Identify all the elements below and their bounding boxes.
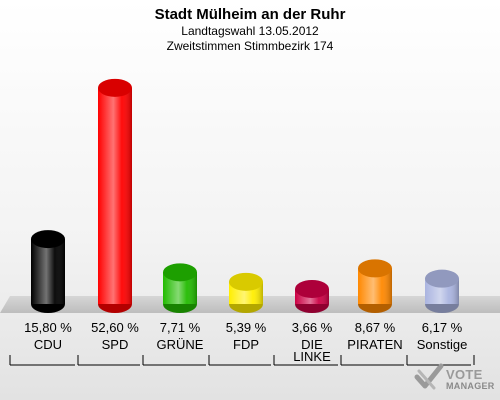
bar-grüne <box>163 263 197 313</box>
category-label: PIRATEN <box>347 337 402 352</box>
category-label: DIE <box>301 337 323 352</box>
bars-group <box>31 78 459 313</box>
checkmark-logo-icon <box>414 363 444 390</box>
axis-separators-group <box>9 355 475 366</box>
category-label: GRÜNE <box>157 337 204 352</box>
chart-title: Stadt Mülheim an der Ruhr <box>154 6 346 23</box>
bar-cdu <box>31 230 65 313</box>
bar-sonstige <box>425 269 459 313</box>
value-label: 7,71 % <box>160 320 201 335</box>
value-label: 6,17 % <box>422 320 463 335</box>
value-label: 15,80 % <box>24 320 72 335</box>
chart-subtitle-election: Landtagswahl 13.05.2012 <box>181 24 319 38</box>
bar-cap <box>229 272 263 291</box>
vote-manager-logo: VOTE MANAGER <box>414 362 495 394</box>
logo-text-vote: VOTE <box>446 367 483 382</box>
category-label: FDP <box>233 337 259 352</box>
bar-spd <box>98 78 132 313</box>
value-label: 52,60 % <box>91 320 139 335</box>
chart-header: Stadt Mülheim an der Ruhr Landtagswahl 1… <box>0 0 500 54</box>
value-label: 3,66 % <box>292 320 333 335</box>
bar-piraten <box>358 259 392 313</box>
bar-cap <box>295 279 329 298</box>
bar-shine <box>98 87 132 304</box>
category-label: Sonstige <box>417 337 468 352</box>
bar-cap <box>31 230 65 249</box>
bar-shine <box>31 239 65 304</box>
value-labels-group: 15,80 % 52,60 % 7,71 % 5,39 % 3,66 % 8,67 % 6,… <box>24 320 463 335</box>
value-label: 5,39 % <box>226 320 267 335</box>
bar-cap <box>98 78 132 97</box>
logo-text-manager: MANAGER <box>446 381 495 391</box>
chart-subtitle-district: Zweitstimmen Stimmbezirk 174 <box>166 39 334 53</box>
category-label: CDU <box>34 337 62 352</box>
category-label: LINKE <box>293 349 331 364</box>
bar-die-linke <box>295 279 329 313</box>
bar-cap <box>425 269 459 288</box>
bar-cap <box>163 263 197 282</box>
value-label: 8,67 % <box>355 320 396 335</box>
bar-cap <box>358 259 392 278</box>
bar-fdp <box>229 272 263 313</box>
category-label: SPD <box>102 337 129 352</box>
